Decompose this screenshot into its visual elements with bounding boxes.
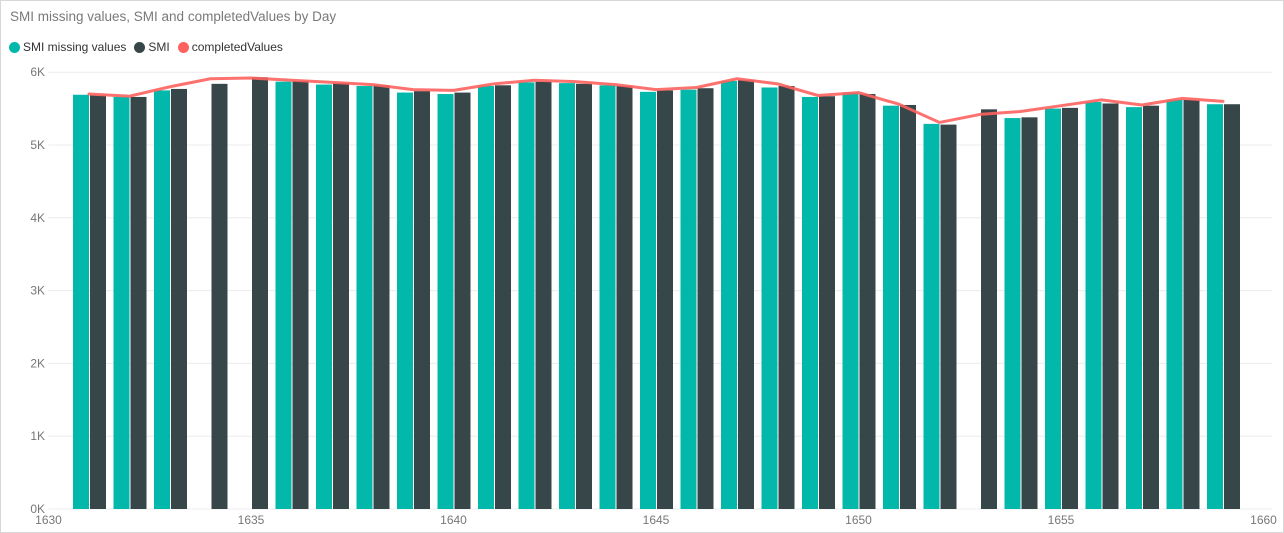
bar-smi[interactable]: [90, 95, 106, 509]
bar-smi-missing-values[interactable]: [680, 89, 697, 509]
bar-smi[interactable]: [495, 85, 511, 509]
bar-smi-missing-values[interactable]: [1085, 102, 1102, 509]
bar-smi-missing-values[interactable]: [397, 92, 413, 510]
bar-smi-missing-values[interactable]: [842, 92, 859, 510]
bar-smi-missing-values[interactable]: [721, 80, 737, 509]
bar-smi[interactable]: [657, 90, 673, 510]
bar-smi-missing-values[interactable]: [1126, 107, 1142, 510]
bar-smi[interactable]: [738, 80, 754, 509]
bar-smi-missing-values[interactable]: [478, 86, 494, 510]
bar-smi[interactable]: [373, 85, 390, 509]
bar-smi[interactable]: [940, 124, 957, 509]
y-tick-label: 2K: [30, 356, 45, 370]
bar-smi[interactable]: [454, 92, 471, 510]
x-tick-label: 1635: [238, 513, 265, 527]
bar-smi-missing-values[interactable]: [1045, 108, 1061, 509]
bar-smi-missing-values[interactable]: [437, 94, 454, 509]
bar-smi[interactable]: [1102, 103, 1119, 509]
bar-smi[interactable]: [130, 96, 147, 510]
legend: SMI missing values SMI completedValues: [9, 40, 291, 54]
x-tick-label: 1650: [845, 513, 872, 527]
bar-smi[interactable]: [211, 83, 228, 510]
bar-smi-missing-values[interactable]: [1004, 118, 1021, 510]
x-tick-label: 1645: [643, 513, 670, 527]
bar-smi[interactable]: [252, 77, 268, 510]
legend-label: completedValues: [191, 40, 283, 54]
bar-smi-missing-values[interactable]: [154, 90, 170, 510]
y-tick-label: 4K: [30, 211, 45, 225]
bar-smi-missing-values[interactable]: [518, 82, 535, 509]
legend-dot-teal-icon: [9, 41, 20, 53]
bar-smi[interactable]: [576, 83, 592, 510]
legend-dot-red-icon: [177, 41, 189, 53]
legend-item-smi-missing-values[interactable]: SMI missing values: [9, 40, 126, 54]
chart-title: SMI missing values, SMI and completedVal…: [10, 9, 337, 24]
legend-item-smi[interactable]: SMI: [134, 40, 170, 54]
y-tick-label: 1K: [30, 429, 45, 443]
bar-smi[interactable]: [616, 86, 633, 510]
y-tick-label: 3K: [30, 284, 45, 298]
bar-smi-missing-values[interactable]: [923, 123, 940, 509]
legend-dot-dark-icon: [134, 41, 146, 53]
bar-smi[interactable]: [819, 96, 835, 509]
bar-smi-missing-values[interactable]: [316, 84, 332, 510]
y-tick-label: 6K: [30, 65, 45, 79]
bar-smi[interactable]: [900, 104, 916, 510]
bar-smi[interactable]: [981, 109, 997, 509]
bar-smi[interactable]: [1062, 107, 1078, 509]
bar-smi[interactable]: [1021, 117, 1038, 509]
bar-smi-missing-values[interactable]: [73, 94, 89, 509]
bar-smi-missing-values[interactable]: [640, 91, 656, 509]
legend-item-completed-values[interactable]: completedValues: [177, 40, 283, 54]
legend-label: SMI missing values: [23, 40, 127, 54]
bar-smi-missing-values[interactable]: [113, 96, 130, 510]
bar-smi-missing-values[interactable]: [356, 86, 373, 510]
x-tick-label: 1640: [440, 513, 467, 527]
bar-smi[interactable]: [697, 88, 714, 509]
bar-smi[interactable]: [1224, 104, 1240, 510]
x-tick-label: 1630: [35, 513, 62, 527]
bar-smi-missing-values[interactable]: [275, 81, 292, 509]
completed-values-line[interactable]: [87, 76, 1225, 124]
bar-smi-missing-values[interactable]: [883, 105, 899, 510]
bar-smi[interactable]: [1183, 99, 1200, 509]
y-tick-label: 5K: [30, 138, 45, 152]
bar-smi[interactable]: [535, 81, 552, 509]
bar-smi-missing-values[interactable]: [559, 83, 575, 510]
bar-smi[interactable]: [778, 86, 795, 510]
bar-smi[interactable]: [292, 80, 309, 509]
bar-smi[interactable]: [859, 94, 876, 509]
bar-smi[interactable]: [1143, 105, 1159, 510]
bar-smi[interactable]: [414, 91, 430, 510]
bar-smi-missing-values[interactable]: [802, 96, 818, 510]
bar-smi-missing-values[interactable]: [761, 87, 778, 509]
bar-smi[interactable]: [333, 83, 349, 510]
bar-smi[interactable]: [171, 88, 187, 509]
bar-smi-missing-values[interactable]: [1166, 99, 1183, 509]
legend-label: SMI: [148, 40, 170, 54]
x-tick-label: 1655: [1048, 513, 1075, 527]
bar-smi-missing-values[interactable]: [599, 85, 616, 509]
y-tick-label: 0K: [30, 502, 45, 516]
bar-smi-missing-values[interactable]: [1207, 104, 1223, 510]
x-tick-label: 1660: [1250, 513, 1277, 527]
